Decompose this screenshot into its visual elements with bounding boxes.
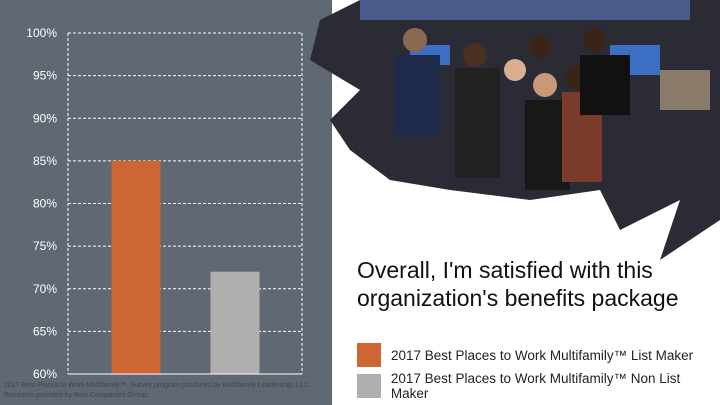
team-photo <box>310 0 720 260</box>
y-tick-label: 75% <box>33 239 57 253</box>
bar-chart: 60% 65% 70% 75% 80% 85% 90% 95% 100% <box>26 26 303 381</box>
y-tick-label: 85% <box>33 154 57 168</box>
legend-label: 2017 Best Places to Work Multifamily™ No… <box>390 371 681 401</box>
y-tick-label: 95% <box>33 69 57 83</box>
chart-title: Overall, I'm satisfied with this organiz… <box>357 257 679 311</box>
legend-label: 2017 Best Places to Work Multifamily™ Li… <box>391 347 694 363</box>
bar-list-maker <box>111 160 161 374</box>
bar-non-list-maker <box>210 271 260 374</box>
y-tick-label: 70% <box>33 282 57 296</box>
legend-swatch-orange <box>357 343 381 367</box>
y-tick-label: 65% <box>33 324 57 338</box>
footnote: 2017 Best Places to Work Multifamily™. S… <box>4 382 311 399</box>
y-tick-label: 90% <box>33 111 57 125</box>
y-tick-label: 60% <box>33 367 57 381</box>
y-tick-label: 80% <box>33 197 57 211</box>
y-tick-label: 100% <box>26 26 57 40</box>
chart-panel <box>0 0 332 405</box>
legend-item-list-maker: 2017 Best Places to Work Multifamily™ Li… <box>357 343 693 367</box>
legend-item-non-list-maker: 2017 Best Places to Work Multifamily™ No… <box>357 371 720 401</box>
legend-swatch-gray <box>357 374 381 398</box>
